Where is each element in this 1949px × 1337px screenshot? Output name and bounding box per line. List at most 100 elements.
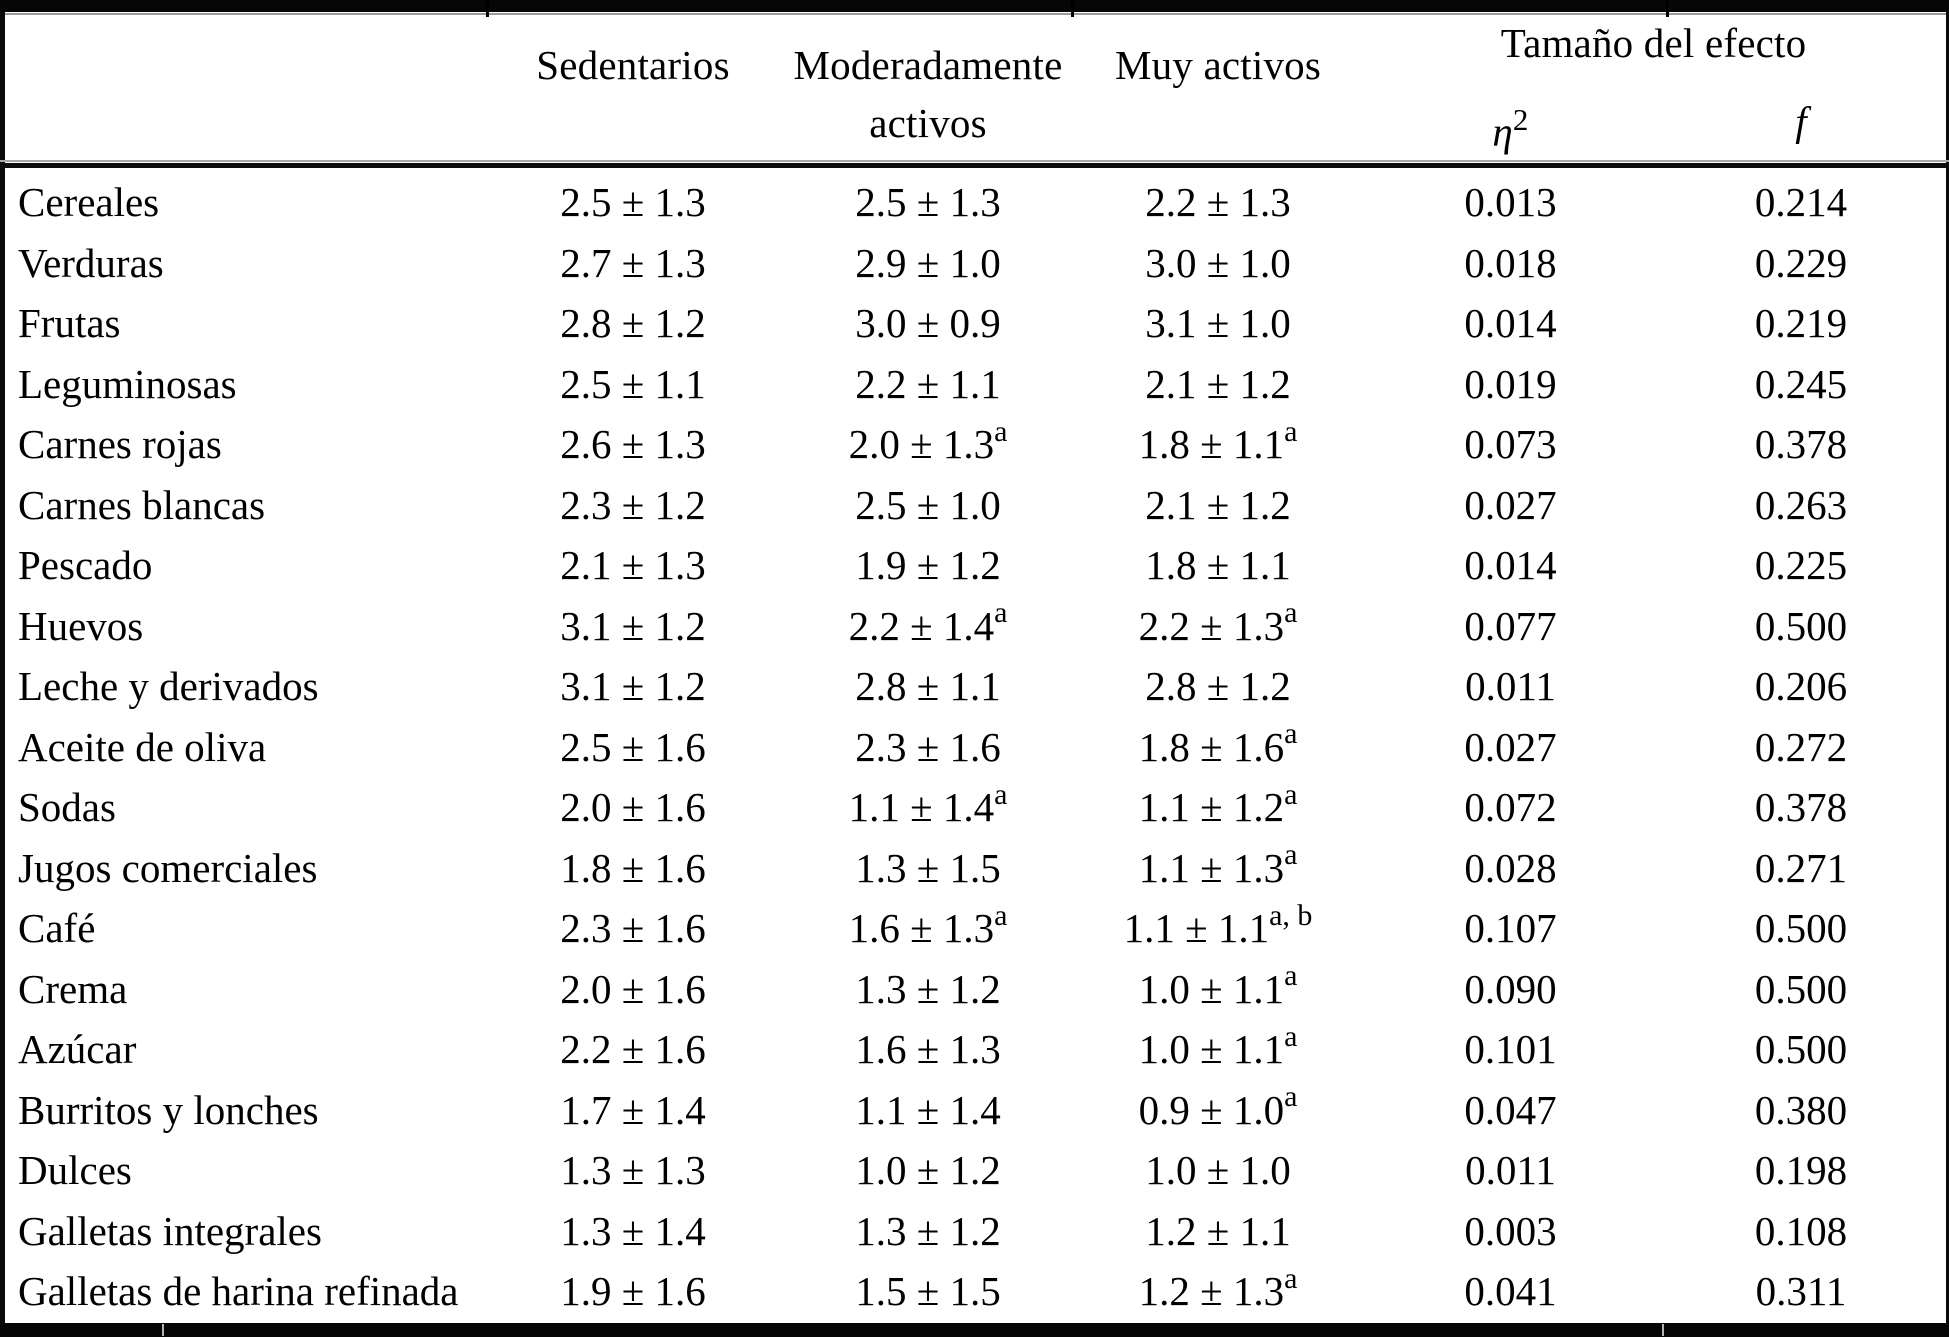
significance-superscript: a <box>994 414 1008 448</box>
f-value: 0.198 <box>1754 1147 1848 1194</box>
table-row: Burritos y lonches 1.7 ± 1.4 1.1 ± 1.4 0… <box>0 1080 1944 1141</box>
significance-superscript: a <box>1284 414 1298 448</box>
sedentarios-value: 2.5 ± 1.1 <box>560 360 706 407</box>
muy-activos-value: 2.1 ± 1.2 <box>1145 360 1291 407</box>
food-group-label: Leche y derivados <box>18 663 319 710</box>
significance-superscript: a <box>994 898 1008 932</box>
food-group-label: Galletas de harina refinada <box>18 1268 459 1315</box>
eta-squared-value: 0.073 <box>1464 421 1557 468</box>
eta-squared-value: 0.027 <box>1464 723 1557 770</box>
f-value: 0.219 <box>1754 300 1848 347</box>
moderadamente-activos-value: 1.3 ± 1.2 <box>855 1207 1001 1254</box>
sedentarios-value: 3.1 ± 1.2 <box>560 602 706 649</box>
sedentarios-value: 2.1 ± 1.3 <box>560 542 706 589</box>
food-group-label: Huevos <box>18 602 144 649</box>
f-value: 0.311 <box>1755 1268 1847 1315</box>
food-group-label: Frutas <box>18 300 121 347</box>
food-group-label: Azúcar <box>18 1026 137 1073</box>
table-row: Dulces 1.3 ± 1.3 1.0 ± 1.2 1.0 ± 1.0 0.0… <box>0 1140 1944 1201</box>
significance-superscript: a <box>1284 838 1298 872</box>
moderadamente-activos-value: 1.6 ± 1.3a <box>848 898 1008 952</box>
table-row: Sodas 2.0 ± 1.6 1.1 ± 1.4a 1.1 ± 1.2a 0.… <box>0 777 1944 838</box>
f-value: 0.380 <box>1754 1086 1848 1133</box>
food-group-label: Verduras <box>18 239 164 286</box>
table-row: Pescado 2.1 ± 1.3 1.9 ± 1.2 1.8 ± 1.1 0.… <box>0 535 1944 596</box>
significance-superscript: a <box>1284 959 1298 993</box>
f-value: 0.272 <box>1754 723 1848 770</box>
eta-squared-value: 0.101 <box>1464 1026 1557 1073</box>
eta-squared-value: 0.047 <box>1464 1086 1557 1133</box>
f-value: 0.271 <box>1754 844 1848 891</box>
bottom-border-scan-slit <box>1662 1324 1664 1336</box>
f-value: 0.378 <box>1754 421 1848 468</box>
sedentarios-value: 1.3 ± 1.3 <box>560 1147 706 1194</box>
left-border-rule <box>0 12 5 1324</box>
moderadamente-activos-value: 1.1 ± 1.4 <box>855 1086 1001 1133</box>
f-value: 0.108 <box>1754 1207 1848 1254</box>
eta-squared-value: 0.018 <box>1464 239 1557 286</box>
muy-activos-value: 3.0 ± 1.0 <box>1145 239 1291 286</box>
moderadamente-activos-value: 2.0 ± 1.3a <box>848 414 1008 468</box>
table-row: Azúcar 2.2 ± 1.6 1.6 ± 1.3 1.0 ± 1.1a 0.… <box>0 1019 1944 1080</box>
significance-superscript: a <box>994 596 1008 630</box>
sedentarios-value: 2.5 ± 1.3 <box>560 179 706 226</box>
food-group-label: Cereales <box>18 179 160 226</box>
eta-squared-value: 0.014 <box>1464 300 1557 347</box>
food-group-label: Dulces <box>18 1147 132 1194</box>
eta-squared-value: 0.003 <box>1464 1207 1557 1254</box>
muy-activos-value: 2.8 ± 1.2 <box>1145 663 1291 710</box>
f-value: 0.500 <box>1754 905 1848 952</box>
muy-activos-value: 1.0 ± 1.1a <box>1138 959 1298 1012</box>
food-group-label: Jugos comerciales <box>18 844 318 891</box>
food-group-label: Burritos y lonches <box>18 1086 319 1133</box>
food-group-label: Café <box>18 905 96 952</box>
muy-activos-value: 1.2 ± 1.1 <box>1145 1207 1291 1254</box>
f-value: 0.225 <box>1754 542 1848 589</box>
significance-superscript: a <box>1284 777 1298 811</box>
moderadamente-activos-value: 2.2 ± 1.1 <box>855 360 1001 407</box>
f-value: 0.500 <box>1754 1026 1848 1073</box>
muy-activos-value: 1.8 ± 1.6a <box>1138 717 1298 770</box>
food-group-label: Leguminosas <box>18 360 237 407</box>
eta-squared-value: 0.027 <box>1464 481 1557 528</box>
eta-squared-value: 0.077 <box>1464 602 1557 649</box>
sedentarios-value: 2.0 ± 1.6 <box>560 784 706 831</box>
muy-activos-value: 1.2 ± 1.3a <box>1138 1261 1298 1315</box>
moderadamente-activos-value: 2.8 ± 1.1 <box>855 663 1001 710</box>
eta-squared-value: 0.011 <box>1465 1147 1556 1194</box>
table-row: Crema 2.0 ± 1.6 1.3 ± 1.2 1.0 ± 1.1a 0.0… <box>0 959 1944 1020</box>
muy-activos-value: 2.2 ± 1.3a <box>1138 596 1298 649</box>
significance-superscript: a <box>994 777 1008 811</box>
food-group-label: Crema <box>18 965 128 1012</box>
sedentarios-value: 2.7 ± 1.3 <box>560 239 706 286</box>
muy-activos-value: 2.2 ± 1.3 <box>1145 179 1291 226</box>
column-header-sedentarios: Sedentarios <box>536 42 730 88</box>
moderadamente-activos-value: 1.1 ± 1.4a <box>848 777 1008 831</box>
header-separator-scan-shadow <box>0 160 1949 162</box>
muy-activos-value: 1.8 ± 1.1 <box>1145 542 1291 589</box>
significance-superscript: a <box>1284 1019 1298 1053</box>
significance-superscript: a <box>1284 1080 1298 1114</box>
sedentarios-value: 2.8 ± 1.2 <box>560 300 706 347</box>
table-row: Carnes rojas 2.6 ± 1.3 2.0 ± 1.3a 1.8 ± … <box>0 414 1944 475</box>
muy-activos-value: 2.1 ± 1.2 <box>1145 481 1291 528</box>
food-group-label: Pescado <box>18 542 153 589</box>
eta-squared-value: 0.041 <box>1464 1268 1557 1315</box>
table-row: Galletas integrales 1.3 ± 1.4 1.3 ± 1.2 … <box>0 1201 1944 1262</box>
eta-squared-value: 0.013 <box>1464 179 1557 226</box>
f-value: 0.500 <box>1754 965 1848 1012</box>
table-row: Carnes blancas 2.3 ± 1.2 2.5 ± 1.0 2.1 ±… <box>0 475 1944 536</box>
muy-activos-value: 3.1 ± 1.0 <box>1145 300 1291 347</box>
muy-activos-value: 0.9 ± 1.0a <box>1138 1080 1298 1133</box>
table-row: Huevos 3.1 ± 1.2 2.2 ± 1.4a 2.2 ± 1.3a 0… <box>0 596 1944 657</box>
sedentarios-value: 2.5 ± 1.6 <box>560 723 706 770</box>
f-value: 0.500 <box>1754 602 1848 649</box>
column-group-header-effect-size: Tamaño del efecto <box>1500 20 1807 66</box>
food-group-label: Galletas integrales <box>18 1207 322 1254</box>
muy-activos-value: 1.1 ± 1.1a, b <box>1123 898 1313 952</box>
f-value: 0.378 <box>1754 784 1848 831</box>
significance-superscript: a <box>1284 1261 1298 1295</box>
table-row: Leguminosas 2.5 ± 1.1 2.2 ± 1.1 2.1 ± 1.… <box>0 354 1944 415</box>
column-header-eta-squared: η2 <box>1363 92 1658 161</box>
